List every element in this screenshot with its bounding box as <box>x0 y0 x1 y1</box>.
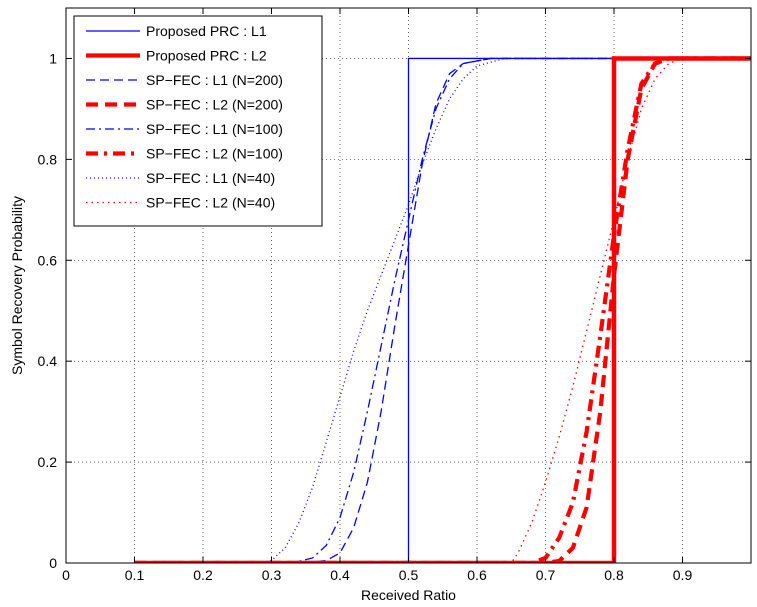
legend: Proposed PRC : L1 Proposed PRC : L2 SP−FEC… <box>73 15 323 227</box>
y-tick-label: 0.8 <box>38 151 58 167</box>
x-axis-label: Received Ratio <box>361 587 456 603</box>
legend-label-7: SP−FEC : L2 (N=40) <box>146 195 275 211</box>
y-tick-label: 0.2 <box>38 454 58 470</box>
legend-label-6: SP−FEC : L1 (N=40) <box>146 170 275 186</box>
y-tick-label: 0.6 <box>38 252 58 268</box>
legend-label-4: SP−FEC : L1 (N=100) <box>146 121 283 137</box>
legend-label-3: SP−FEC : L2 (N=200) <box>146 97 283 113</box>
x-tick-label: 0.6 <box>467 567 487 583</box>
y-tick-label: 0 <box>49 555 57 571</box>
x-tick-label: 0.2 <box>193 567 213 583</box>
x-tick-label: 0.7 <box>536 567 556 583</box>
x-tick-label: 0.5 <box>399 567 419 583</box>
legend-label-5: SP−FEC : L2 (N=100) <box>146 146 283 162</box>
series-line-6 <box>134 57 751 563</box>
series-lines <box>134 56 751 563</box>
y-tick-label: 1 <box>49 50 57 66</box>
y-tick-label: 0.4 <box>38 353 58 369</box>
series-line-7 <box>134 57 751 563</box>
legend-label-2: SP−FEC : L1 (N=200) <box>146 72 283 88</box>
x-tick-label: 0.9 <box>673 567 693 583</box>
legend-label-1: Proposed PRC : L2 <box>146 48 267 64</box>
x-tick-label: 0.3 <box>262 567 282 583</box>
axis-ticks: 0 0.1 0.2 0.3 0.4 0.5 0.6 0.7 0.8 0.9 0 0.2 0.4 0.6 0.… <box>38 8 751 583</box>
series-line-2 <box>134 57 751 563</box>
x-tick-label: 0.8 <box>604 567 624 583</box>
x-tick-label: 0.4 <box>330 567 350 583</box>
series-line-4 <box>134 57 751 563</box>
legend-label-0: Proposed PRC : L1 <box>146 23 267 39</box>
legend-box <box>73 15 323 227</box>
x-tick-label: 0.1 <box>125 567 145 583</box>
y-axis-label: Symbol Recovery Probability <box>9 196 25 375</box>
x-tick-label: 0 <box>62 567 70 583</box>
